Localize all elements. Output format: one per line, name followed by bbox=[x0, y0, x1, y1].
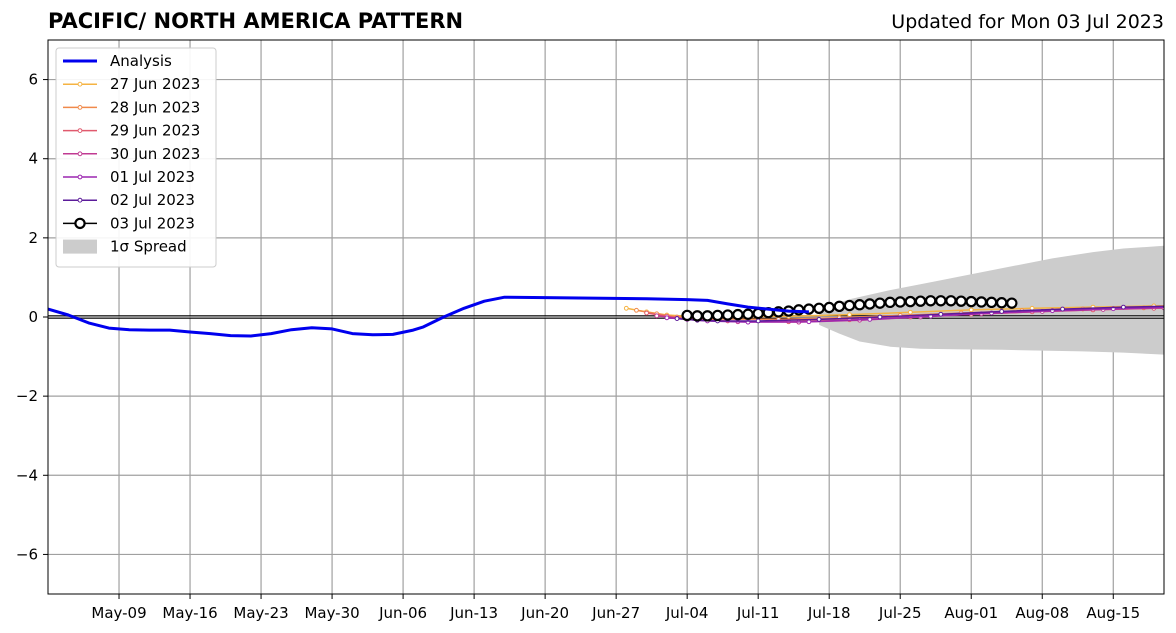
analysis-layer bbox=[48, 295, 809, 338]
series-point bbox=[823, 301, 835, 314]
grid-layer bbox=[48, 40, 1164, 594]
legend-label: 02 Jul 2023 bbox=[110, 191, 195, 209]
x-tick-label: Aug-15 bbox=[1086, 604, 1140, 622]
y-tick-label: 6 bbox=[28, 71, 38, 89]
series-point bbox=[965, 295, 977, 308]
x-tick-label: Jul-11 bbox=[736, 604, 780, 622]
legend-marker bbox=[74, 217, 86, 230]
series-point bbox=[1006, 297, 1018, 309]
series-point bbox=[935, 295, 947, 307]
legend-label: 01 Jul 2023 bbox=[110, 168, 195, 186]
legend-label: 03 Jul 2023 bbox=[110, 214, 195, 232]
legend-marker bbox=[77, 197, 83, 203]
series-point bbox=[833, 300, 846, 313]
series-point bbox=[847, 312, 852, 318]
series-point bbox=[752, 307, 764, 320]
series-point bbox=[664, 315, 670, 321]
x-tick-label: Jun-27 bbox=[591, 604, 640, 622]
legend-marker bbox=[77, 174, 83, 180]
x-tick-label: Jun-20 bbox=[520, 604, 569, 622]
series-point bbox=[681, 309, 693, 322]
series-point bbox=[945, 295, 957, 307]
x-tick-label: Jun-06 bbox=[378, 604, 427, 622]
series-point bbox=[644, 310, 649, 316]
legend-label: Analysis bbox=[110, 52, 172, 70]
legend-label: 30 Jun 2023 bbox=[110, 145, 200, 163]
series-point bbox=[691, 310, 704, 322]
series-point bbox=[701, 310, 714, 322]
chart-title: PACIFIC/ NORTH AMERICA PATTERN bbox=[48, 9, 464, 33]
series-point bbox=[1060, 306, 1065, 312]
legend-marker bbox=[77, 128, 83, 134]
series-point bbox=[1121, 304, 1126, 310]
series-point bbox=[816, 316, 822, 322]
legend-label: 28 Jun 2023 bbox=[110, 98, 200, 116]
x-tick-label: May-09 bbox=[91, 604, 146, 622]
series-point bbox=[864, 298, 876, 310]
series-point bbox=[732, 308, 744, 321]
series-point bbox=[985, 296, 998, 309]
series-point bbox=[999, 309, 1005, 314]
x-tick-label: May-30 bbox=[304, 604, 359, 622]
series-point bbox=[1172, 305, 1176, 309]
x-tick-label: Jul-18 bbox=[807, 604, 851, 622]
series-point bbox=[654, 313, 660, 319]
series-point bbox=[907, 309, 913, 315]
chart-subtitle: Updated for Mon 03 Jul 2023 bbox=[891, 11, 1164, 33]
series-point bbox=[924, 295, 937, 307]
legend-label: 29 Jun 2023 bbox=[110, 122, 200, 140]
legend-swatch bbox=[63, 239, 97, 254]
legend-marker bbox=[77, 151, 83, 157]
series-point bbox=[853, 299, 866, 311]
series-point bbox=[742, 308, 754, 320]
series-point bbox=[755, 318, 761, 324]
series-point bbox=[904, 295, 917, 308]
legend-label: 1σ Spread bbox=[110, 238, 187, 256]
x-tick-label: May-16 bbox=[162, 604, 217, 622]
series-point bbox=[995, 297, 1008, 309]
series-point bbox=[914, 295, 927, 307]
y-tick-label: −2 bbox=[16, 387, 38, 405]
analysis-line bbox=[48, 295, 809, 338]
legend-box bbox=[55, 47, 217, 268]
series-point bbox=[813, 302, 825, 314]
x-tick-label: May-23 bbox=[233, 604, 288, 622]
series-point bbox=[938, 311, 944, 317]
axes-layer: May-09 May-16 May-23 May-30 Jun-06 Jun-13 Jun-… bbox=[16, 39, 1165, 622]
series-point bbox=[955, 295, 967, 307]
y-tick-label: −4 bbox=[16, 466, 38, 484]
legend-marker bbox=[77, 105, 83, 110]
series-point bbox=[968, 307, 974, 313]
x-tick-label: Jun-13 bbox=[449, 604, 498, 622]
legend-marker bbox=[77, 81, 83, 87]
y-tick-label: 0 bbox=[28, 308, 38, 326]
x-tick-label: Jul-25 bbox=[878, 604, 922, 622]
series-layer bbox=[623, 295, 1176, 325]
y-tick-label: 4 bbox=[28, 150, 38, 168]
legend-label: 27 Jun 2023 bbox=[110, 75, 200, 93]
x-tick-label: Aug-01 bbox=[944, 604, 998, 622]
series-point bbox=[884, 296, 896, 309]
x-tick-label: Aug-08 bbox=[1015, 604, 1069, 622]
y-tick-label: −6 bbox=[16, 545, 38, 563]
x-tick-label: Jul-04 bbox=[665, 604, 709, 622]
series-point bbox=[674, 316, 680, 321]
legend: Analysis 27 Jun 2023 28 Jun 2023 29 Jun 202… bbox=[55, 47, 217, 268]
series-point bbox=[623, 305, 629, 311]
series-point bbox=[877, 314, 883, 320]
series-point bbox=[894, 296, 906, 308]
series-point bbox=[711, 309, 724, 322]
series-point bbox=[634, 307, 639, 313]
zero-line-layer bbox=[48, 315, 1164, 319]
series-point bbox=[874, 297, 886, 309]
series-point bbox=[975, 296, 988, 308]
series-point bbox=[722, 309, 734, 321]
y-tick-label: 2 bbox=[28, 229, 38, 247]
series-point bbox=[843, 299, 856, 312]
